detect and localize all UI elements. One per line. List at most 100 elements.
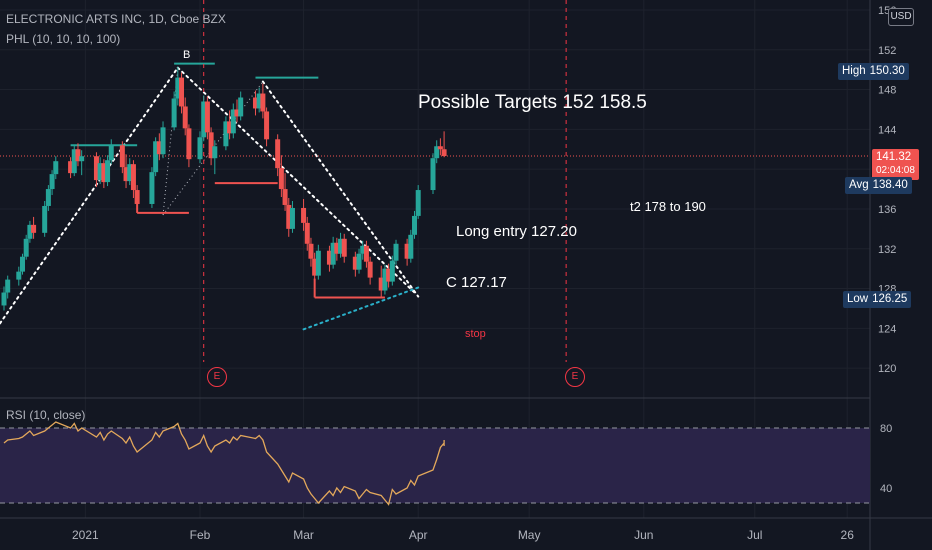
candle [27, 220, 33, 243]
candle [153, 137, 159, 177]
x-tick-label: Jun [634, 528, 653, 542]
rsi-line [3, 421, 445, 506]
low-badge-value: 126.25 [872, 293, 908, 305]
candle [441, 131, 447, 158]
high-badge: High 150.30 [838, 63, 909, 80]
candle [79, 150, 85, 176]
candle [19, 253, 25, 275]
candle [97, 157, 103, 185]
symbol-title[interactable]: ELECTRONIC ARTS INC, 1D, Cboe BZX [6, 12, 226, 26]
candle [363, 240, 369, 268]
candle [252, 90, 258, 116]
candle-body [197, 137, 203, 160]
candle-body [108, 145, 114, 161]
candle-body [42, 205, 48, 233]
candle [130, 160, 136, 199]
candle-body [179, 77, 185, 107]
candle-body [156, 141, 162, 155]
earnings-event-icon[interactable]: E [565, 367, 585, 387]
candle-body [27, 224, 33, 239]
candle-body [223, 121, 229, 147]
stop-annotation: stop [465, 328, 486, 340]
candle [404, 238, 410, 266]
candle-body [31, 224, 37, 233]
candle [160, 121, 166, 159]
candle [338, 232, 344, 258]
candle-body [330, 242, 336, 265]
candle [308, 237, 314, 267]
candle-body [127, 164, 133, 182]
candle-body [334, 242, 340, 254]
candle-body [160, 127, 166, 155]
candle-body [289, 207, 295, 229]
candle [352, 251, 358, 277]
candle-body [212, 146, 218, 159]
candle [275, 134, 281, 177]
candle-body [389, 260, 395, 282]
currency-button[interactable]: USD [888, 8, 914, 26]
candle-body [363, 245, 369, 262]
x-tick-label: Apr [409, 528, 428, 542]
candle [356, 248, 362, 274]
x-tick-label: Feb [190, 528, 211, 542]
candle [212, 140, 218, 175]
candle [149, 167, 155, 208]
candle [282, 173, 288, 211]
candle [437, 138, 443, 156]
candle-body [182, 106, 188, 129]
candle-body [105, 160, 111, 183]
candle [156, 133, 162, 161]
candle-body [49, 174, 55, 190]
candle [227, 110, 233, 140]
candle [278, 155, 284, 198]
y-tick-label: 152 [878, 45, 896, 57]
candle [42, 200, 48, 237]
candle-body [16, 271, 22, 280]
low-badge-label: Low [847, 293, 869, 305]
rsi-label[interactable]: RSI (10, close) [6, 408, 86, 422]
candle-body [275, 139, 281, 169]
rsi-series [3, 421, 445, 506]
candle-body [437, 146, 443, 150]
candle-body [264, 111, 270, 140]
y-tick-label: 144 [878, 124, 896, 136]
candle [386, 263, 392, 288]
pattern-leg-xa [0, 66, 179, 325]
candle [382, 264, 388, 295]
candle [134, 185, 140, 211]
earnings-event-icon[interactable]: E [207, 367, 227, 387]
candle [415, 185, 421, 219]
candle [123, 154, 129, 189]
candle [367, 256, 373, 285]
candle [260, 83, 266, 119]
candle-body [386, 268, 392, 282]
candle [341, 233, 347, 263]
candle [108, 139, 114, 165]
candle-body [204, 101, 210, 133]
avg-badge-value: 138.40 [872, 179, 908, 191]
candle-body [326, 250, 332, 265]
candle [412, 210, 418, 239]
candle [197, 131, 203, 164]
high-badge-label: High [842, 65, 866, 77]
indicator-label[interactable]: PHL (10, 10, 10, 100) [6, 32, 121, 46]
candle [71, 145, 77, 177]
candle-body [304, 222, 310, 244]
candle-body [256, 93, 262, 109]
targets-annotation: Possible Targets 152 158.5 [418, 92, 647, 113]
rsi-tick-label: 80 [880, 423, 892, 435]
candle [286, 198, 292, 237]
candle [289, 200, 295, 233]
candle-body [278, 168, 284, 190]
candle-body [252, 97, 258, 109]
current-price-badge: 141.32 02:04:08 [872, 149, 919, 180]
candle [304, 216, 310, 251]
candle [389, 255, 395, 286]
point-c-label: C 127.17 [446, 274, 507, 291]
candle-body [45, 189, 51, 206]
candle-body [201, 101, 207, 138]
candle [182, 97, 188, 136]
candle [326, 245, 332, 272]
y-tick-label: 148 [878, 85, 896, 97]
